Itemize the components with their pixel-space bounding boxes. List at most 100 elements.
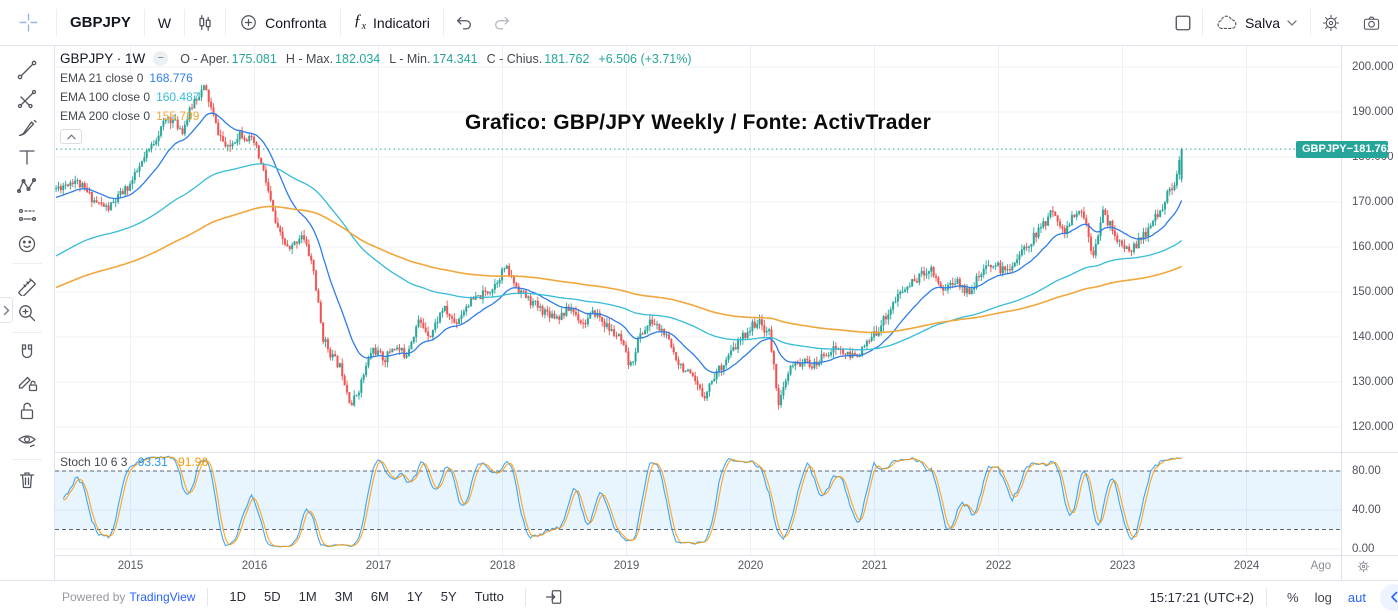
range-button-6m[interactable]: 6M: [370, 589, 389, 604]
text-tool[interactable]: [10, 142, 44, 171]
stoch-d-value: 91.96: [178, 455, 209, 469]
time-axis-label: 2023: [1109, 560, 1136, 572]
watchlist-expand-tab[interactable]: [0, 297, 13, 323]
price-chart[interactable]: [55, 46, 1341, 555]
stoch-band: [55, 471, 1341, 530]
camera-icon: [1363, 16, 1380, 30]
stoch-d-line: [63, 456, 1182, 548]
redo-icon: [494, 16, 509, 30]
magnet-tool[interactable]: [10, 338, 44, 367]
undo-icon: [456, 16, 471, 30]
pane-separator[interactable]: [55, 452, 1398, 453]
chart-legend: GBPJPY · 1W − O - Aper. 175.081 H - Max. 1…: [60, 51, 692, 144]
range-button-3m[interactable]: 3M: [334, 589, 353, 604]
toolbar-separator: [442, 9, 444, 36]
toolbar-divider: [12, 332, 42, 333]
minus-icon[interactable]: −: [153, 51, 169, 66]
crosshair-tool-button[interactable]: [0, 0, 56, 45]
current-price-badge: GBPJPY − 181.762: [1296, 140, 1393, 158]
compare-button[interactable]: Confronta: [226, 0, 339, 45]
redo-button[interactable]: [483, 0, 522, 45]
remove-drawings-tool[interactable]: [10, 465, 44, 494]
open-value: 175.081: [231, 51, 277, 66]
ema-value: 168.776: [149, 71, 193, 85]
legend-symbol-title[interactable]: GBPJPY · 1W: [60, 51, 146, 66]
undo-button[interactable]: [444, 0, 483, 45]
stoch-k-value: 93.31: [137, 455, 168, 469]
up-candle-bodies: [55, 85, 1183, 406]
emoji-icon: [18, 235, 36, 252]
time-axis-settings-button[interactable]: [1356, 559, 1371, 579]
ema-value: 160.487: [156, 90, 200, 104]
auto-scale-button[interactable]: aut: [1347, 589, 1366, 605]
price-axis[interactable]: GBPJPY − 181.762 200.000190.000180.00017…: [1296, 46, 1398, 555]
time-axis-label: 2024: [1233, 560, 1260, 572]
log-scale-button[interactable]: log: [1314, 589, 1332, 605]
interval-button[interactable]: W: [145, 0, 184, 45]
zoom-in-icon: [19, 304, 36, 321]
emoji-tool[interactable]: [10, 229, 44, 258]
time-axis-label: 2020: [737, 560, 764, 572]
save-button[interactable]: Salva: [1203, 0, 1310, 45]
text-tool-icon: [19, 149, 35, 165]
lock-all-tool[interactable]: [10, 396, 44, 425]
stoch-label[interactable]: Stoch 10 6 3: [60, 455, 128, 469]
powered-by-label: Powered by: [62, 590, 126, 604]
ohlc-values: O - Aper. 175.081 H - Max. 182.034 L - Min…: [180, 52, 691, 66]
trend-line-tool[interactable]: [10, 55, 44, 84]
chart-type-button[interactable]: [185, 0, 225, 45]
zoom-in-tool[interactable]: [10, 298, 44, 327]
brush-icon: [18, 119, 37, 136]
gann-fib-tool[interactable]: [10, 84, 44, 113]
go-to-date-button[interactable]: [538, 587, 570, 607]
low-label: L - Min.: [389, 51, 431, 66]
brush-tool[interactable]: [10, 113, 44, 142]
drawing-mode-tool[interactable]: [10, 367, 44, 396]
footer-separator: [524, 588, 526, 606]
time-axis-label: 2019: [613, 560, 640, 572]
range-button-1m[interactable]: 1M: [298, 589, 317, 604]
settings-button[interactable]: [1311, 0, 1351, 45]
fullscreen-square-button[interactable]: [1164, 0, 1202, 45]
ema-21-line: [55, 112, 1183, 374]
toolbar-divider: [12, 263, 42, 264]
legend-collapse-button[interactable]: [60, 129, 82, 144]
gann-fib-tools-icon: [17, 89, 37, 108]
ema-legend-row[interactable]: EMA 200 close 0 155.799: [60, 109, 692, 123]
toolbar-separator: [56, 9, 57, 36]
range-button-tutto[interactable]: Tutto: [474, 589, 504, 604]
stoch-axis-label: 40.00: [1352, 504, 1381, 516]
price-axis-label: 150.000: [1352, 286, 1394, 298]
range-button-1d[interactable]: 1D: [229, 589, 247, 604]
pattern-tool[interactable]: [10, 171, 44, 200]
toolbar-separator: [1310, 9, 1311, 36]
time-axis-label: Ago: [1310, 560, 1332, 572]
range-button-1y[interactable]: 1Y: [406, 589, 423, 604]
measure-tool[interactable]: [10, 269, 44, 298]
indicators-button[interactable]: ƒx Indicatori: [341, 0, 443, 45]
time-axis-label: 2016: [241, 560, 268, 572]
badge-price: 181.762: [1353, 143, 1393, 156]
indicators-label: Indicatori: [373, 14, 430, 31]
range-button-5y[interactable]: 5Y: [440, 589, 457, 604]
forecast-tool[interactable]: [10, 200, 44, 229]
snapshot-button[interactable]: [1351, 0, 1392, 45]
time-axis-label: 2022: [985, 560, 1012, 572]
ema-200-line: [55, 205, 1182, 334]
time-axis[interactable]: 2015 2016 2017 2018 2019 2020 2021 2022 2023 2024…: [55, 556, 1398, 580]
range-button-5d[interactable]: 5D: [264, 589, 281, 604]
ema-legend-row[interactable]: EMA 21 close 0 168.776: [60, 71, 692, 85]
clock: 15:17:21 (UTC+2): [1149, 589, 1254, 605]
range-buttons: 1D 5D 1M 3M 6M 1Y 5Y Tutto: [220, 581, 512, 613]
ema-value: 155.799: [156, 109, 200, 123]
trend-line-icon: [17, 60, 37, 79]
high-label: H - Max.: [285, 51, 334, 66]
ema-legend-row[interactable]: EMA 100 close 0 160.487: [60, 90, 692, 104]
time-axis-label: 2015: [117, 560, 144, 572]
tradingview-link[interactable]: TradingView: [129, 590, 196, 604]
symbol-button[interactable]: GBPJPY: [57, 0, 144, 45]
panel-collapse-button[interactable]: [1380, 583, 1398, 611]
toolbar-separator: [339, 9, 341, 36]
hide-drawings-tool[interactable]: [10, 425, 44, 454]
percent-scale-button[interactable]: %: [1287, 589, 1299, 605]
